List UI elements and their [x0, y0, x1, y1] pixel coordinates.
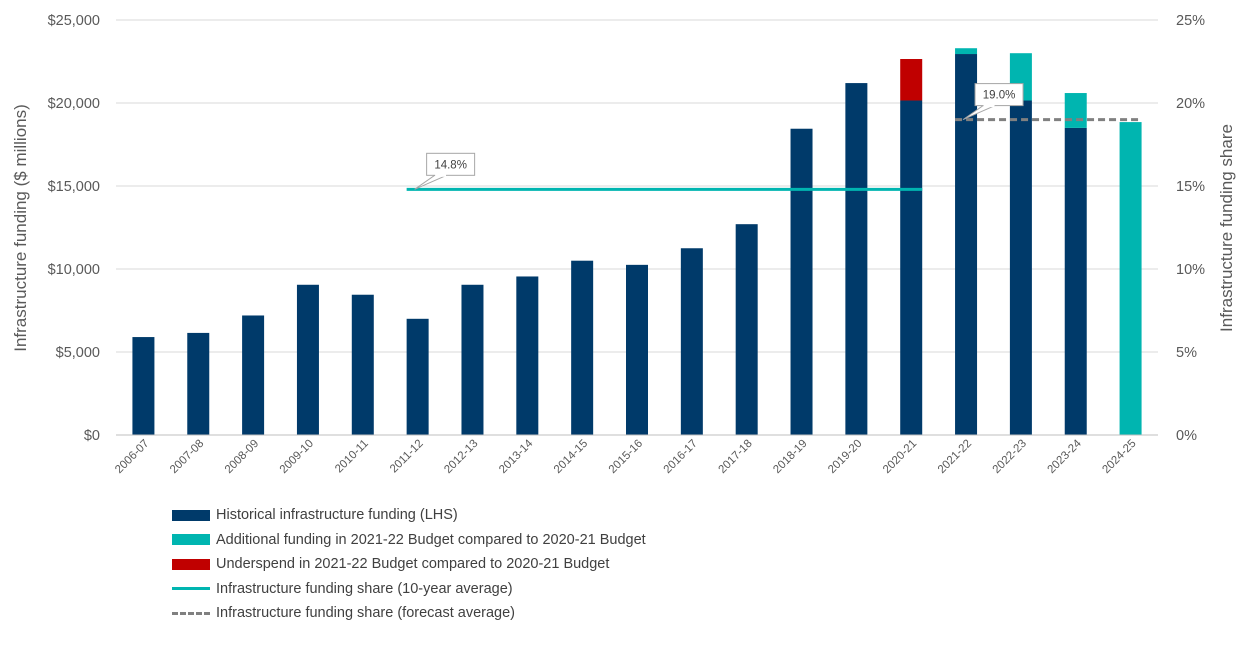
callout-gap [435, 173, 447, 177]
average-label: 19.0% [983, 90, 1016, 102]
legend-item: Infrastructure funding share (forecast a… [172, 601, 646, 626]
x-tick-label: 2023-24 [1046, 437, 1085, 476]
x-tick-label: 2021-22 [936, 438, 974, 476]
bar [900, 59, 923, 101]
y-tick-label: $10,000 [48, 262, 100, 278]
callout-pointer [414, 174, 447, 190]
bar [132, 337, 155, 435]
x-tick-label: 2016-17 [662, 438, 700, 476]
x-tick-label: 2011-12 [388, 438, 426, 476]
y-tick-label: $15,000 [48, 179, 100, 195]
x-tick-label: 2007-08 [168, 438, 206, 476]
x-tick-label: 2020-21 [881, 438, 919, 476]
x-tick-label: 2012-13 [442, 438, 480, 476]
x-tick-label: 2018-19 [771, 438, 809, 476]
x-tick-label: 2019-20 [826, 438, 864, 476]
legend-swatch [172, 611, 210, 615]
y2-tick-label: 25% [1176, 13, 1205, 29]
bar [735, 224, 758, 435]
bar [1064, 93, 1087, 128]
legend: Historical infrastructure funding (LHS) … [172, 503, 646, 626]
bar [955, 48, 978, 55]
x-tick-label: 2015-16 [607, 438, 645, 476]
y2-tick-label: 5% [1176, 345, 1197, 361]
x-tick-label: 2017-18 [716, 438, 754, 476]
y2-tick-label: 15% [1176, 179, 1205, 195]
x-tick-label: 2014-15 [552, 438, 590, 476]
x-tick-label: 2010-11 [333, 438, 371, 476]
bar [680, 248, 703, 435]
bar [1119, 122, 1142, 435]
bar [900, 100, 923, 435]
legend-swatch [172, 509, 210, 521]
bar [1009, 100, 1032, 435]
x-tick-label: 2013-14 [497, 437, 536, 476]
y-tick-label: $5,000 [56, 345, 100, 361]
chart: $0 $5,000 $10,000 $15,000 $20,000 $25,000 0% 5%… [11, 13, 1236, 476]
x-tick-label: 2024-25 [1100, 438, 1138, 476]
y2-axis-title: Infrastructure funding share [1217, 124, 1236, 332]
bar [955, 54, 978, 435]
legend-swatch [172, 534, 210, 546]
y2-tick-label: 0% [1176, 428, 1197, 444]
y-tick-label: $20,000 [48, 96, 100, 112]
legend-swatch [172, 558, 210, 570]
callout-gap [983, 104, 995, 108]
legend-swatch [172, 587, 210, 591]
bar [242, 315, 265, 435]
y-tick-label: $0 [84, 428, 100, 444]
bar [351, 294, 374, 435]
bar [406, 318, 429, 435]
y2-tick-label: 20% [1176, 96, 1205, 112]
bar [790, 128, 813, 436]
callout-box [974, 83, 1024, 107]
bar [571, 260, 594, 435]
legend-label: Infrastructure funding share (forecast a… [216, 605, 516, 622]
bar [296, 284, 319, 435]
x-tick-label: 2008-09 [223, 438, 261, 476]
bar [1064, 127, 1087, 436]
y-tick-label: $25,000 [48, 13, 100, 29]
x-tick-label: 2009-10 [278, 438, 316, 476]
y2-tick-label: 10% [1176, 262, 1205, 278]
legend-item: Underspend in 2021-22 Budget compared to… [172, 552, 646, 577]
legend-item: Additional funding in 2021-22 Budget com… [172, 528, 646, 553]
average-label: 14.8% [434, 159, 467, 171]
callout-box [426, 152, 476, 176]
bar [845, 83, 868, 435]
legend-label: Infrastructure funding share (10-year av… [216, 580, 513, 597]
legend-item: Historical infrastructure funding (LHS) [172, 503, 646, 528]
legend-item: Infrastructure funding share (10-year av… [172, 577, 646, 602]
bar [626, 264, 648, 435]
bar [187, 332, 210, 435]
x-tick-label: 2022-23 [991, 438, 1029, 476]
legend-label: Additional funding in 2021-22 Budget com… [216, 531, 646, 548]
legend-label: Historical infrastructure funding (LHS) [216, 507, 458, 524]
legend-label: Underspend in 2021-22 Budget compared to… [216, 556, 610, 573]
y-axis-title: Infrastructure funding ($ millions) [11, 104, 30, 352]
x-tick-label: 2006-07 [113, 438, 151, 476]
bar [516, 276, 539, 435]
bar [461, 284, 484, 435]
